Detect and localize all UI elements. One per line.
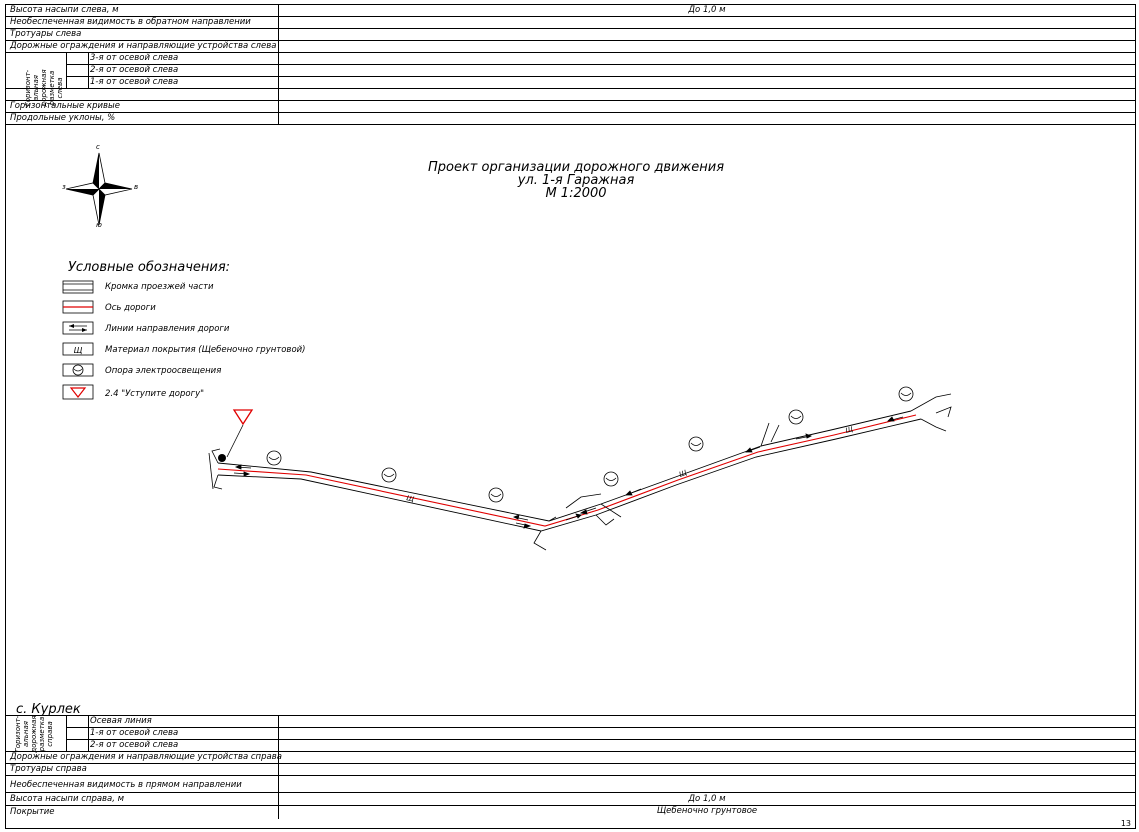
compass-rose: с ю з в [58, 143, 140, 229]
table-row: 2-я от осевой слева [66, 65, 1135, 77]
drawing-sheet: Высота насыпи слева, м До 1,0 м Необеспе… [5, 4, 1136, 829]
table-row: Тротуары слева [6, 29, 1135, 41]
row-label: Тротуары справа [10, 764, 87, 774]
table-row: Продольные уклоны, % [6, 113, 1135, 125]
column-divider [66, 53, 67, 89]
surface-material-icon [62, 342, 94, 356]
table-row: Тротуары справа [6, 764, 1135, 776]
row-label: 2-я от осевой слева [90, 65, 179, 75]
title-line-3: М 1:2000 [545, 186, 607, 201]
row-label: Необеспеченная видимость в прямом направ… [10, 780, 242, 790]
table-row: 1-я от осевой слева [6, 77, 1135, 89]
table-row: Горизонтальные кривые [6, 89, 1135, 113]
row-value: До 1,0 м [688, 5, 726, 15]
yield-sign-legend-icon [62, 384, 94, 400]
row-label: Необеспеченная видимость в обратном напр… [10, 17, 251, 27]
road-edge-upper [217, 410, 912, 522]
street-light-poles [266, 386, 914, 503]
row-label: Высота насыпи слева, м [10, 5, 119, 15]
row-label: 2-я от осевой слева [90, 740, 179, 750]
top-table: Высота насыпи слева, м До 1,0 м Необеспе… [6, 5, 1135, 138]
street-light-pole-icon [62, 363, 94, 377]
compass-icon [65, 152, 133, 226]
row-label: 1-я от осевой слева [90, 728, 179, 738]
row-value: До 1,0 м [688, 794, 726, 804]
table-row: 3-я от осевой слева [66, 53, 1135, 65]
row-value: Щебеночно грунтовое [656, 806, 758, 816]
row-label: Горизонтальные кривые [10, 101, 120, 111]
table-row: Высота насыпи справа, м До 1,0 м [6, 793, 1135, 806]
table-row: Покрытие Щебеночно грунтовое [6, 806, 1135, 819]
legend-item: Ось дороги [105, 303, 156, 313]
group-label: Горизонт- альная дорожная разметка справ… [14, 715, 54, 753]
title-line-1: Проект организации дорожного движения [427, 160, 725, 175]
compass-south: ю [96, 221, 102, 229]
road-plan: Щ Щ Щ [208, 386, 952, 551]
table-row: Осевая линия [66, 716, 1135, 728]
compass-north: с [96, 143, 100, 151]
legend-title: Условные обозначения: [68, 260, 231, 275]
row-label: Продольные уклоны, % [10, 113, 116, 123]
svg-text:Щ: Щ [678, 469, 688, 479]
yield-sign [218, 409, 254, 462]
compass-east: в [134, 183, 139, 191]
table-row: Дорожные ограждения и направляющие устро… [6, 41, 1135, 53]
column-divider [88, 53, 89, 89]
row-label: Тротуары слева [10, 29, 82, 39]
row-label: 1-я от осевой слева [90, 77, 179, 87]
row-label: Осевая линия [90, 716, 152, 726]
table-row: Необеспеченная видимость в обратном напр… [6, 17, 1135, 29]
column-divider [278, 716, 279, 819]
row-label: Дорожные ограждения и направляющие устро… [10, 752, 282, 762]
page-number: 13 [1120, 819, 1131, 828]
table-row: Дорожные ограждения и направляющие устро… [6, 752, 1135, 764]
legend-item: Материал покрытия (Щебеночно грунтовой) [105, 345, 306, 355]
direction-lines-icon [62, 321, 94, 335]
bottom-table: Осевая линия 1-я от осевой слева 2-я от … [6, 715, 1135, 830]
title-line-2: ул. 1-я Гаражная [517, 173, 635, 188]
legend-item: Опора электроосвещения [105, 366, 222, 376]
column-divider [278, 5, 279, 125]
legend-symbols: Щ [62, 280, 94, 400]
table-row: Высота насыпи слева, м До 1,0 м [6, 5, 1135, 17]
row-label: Высота насыпи справа, м [10, 794, 125, 804]
village-label: с. Курлек [16, 702, 81, 717]
svg-text:Щ: Щ [844, 425, 854, 435]
table-row: Необеспеченная видимость в прямом направ… [6, 776, 1135, 793]
legend-item: Линии направления дороги [105, 324, 230, 334]
surface-glyph: Щ [74, 346, 83, 355]
table-row: 1-я от осевой слева [66, 728, 1135, 740]
column-divider [88, 716, 89, 752]
row-label: Покрытие [10, 807, 55, 817]
road-axis [217, 414, 917, 527]
road-edge-lower [217, 418, 922, 532]
compass-west: з [62, 183, 66, 191]
direction-arrows [233, 416, 904, 529]
drawing-title: Проект организации дорожного движения ул… [426, 161, 726, 200]
legend-item: Кромка проезжей части [105, 282, 214, 292]
carriageway-edge-icon [62, 280, 94, 294]
surface-marks: Щ Щ Щ [406, 425, 855, 503]
row-label: Дорожные ограждения и направляющие устро… [10, 41, 277, 51]
row-label: 3-я от осевой слева [90, 53, 179, 63]
svg-text:Щ: Щ [406, 494, 415, 503]
column-divider [66, 716, 67, 752]
legend-item: 2.4 "Уступите дорогу" [105, 389, 205, 399]
table-row: 2-я от осевой слева [6, 740, 1135, 752]
